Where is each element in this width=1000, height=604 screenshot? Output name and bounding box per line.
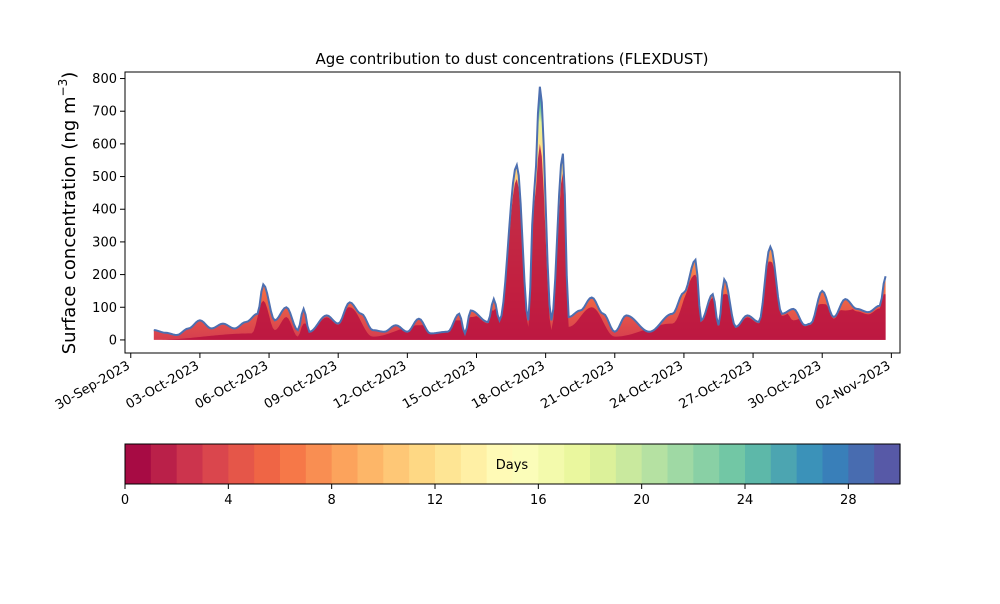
colorbar-bin (383, 444, 410, 484)
colorbar-tick-label: 4 (224, 493, 232, 508)
colorbar-bin (796, 444, 824, 484)
colorbar-bin (305, 444, 333, 484)
x-tick-label: 15-Oct-2023 (400, 358, 478, 412)
colorbar-tick-label: 8 (328, 493, 336, 508)
colorbar-bin (615, 444, 643, 484)
colorbar-bin (280, 444, 307, 484)
colorbar-tick-label: 24 (737, 493, 754, 508)
colorbar-bin (770, 444, 798, 484)
colorbar-tick-label: 12 (427, 493, 444, 508)
colorbar-bin (254, 444, 281, 484)
y-tick-label: 300 (92, 235, 117, 250)
colorbar-bin (331, 444, 359, 484)
colorbar-bin (486, 444, 514, 484)
chart-title: Age contribution to dust concentrations … (316, 50, 709, 68)
colorbar-bin (409, 444, 436, 484)
y-axis: 0 100 200 300 400 500 600 700 800 (92, 72, 125, 348)
colorbar-label: Days (496, 458, 529, 473)
x-tick-label: 30-Sep-2023 (53, 358, 133, 413)
colorbar-frame (124, 443, 901, 485)
y-tick-label: 0 (109, 333, 117, 348)
colorbar-tick-label: 16 (530, 493, 547, 508)
colorbar-bin (150, 444, 178, 484)
series-total-line (153, 86, 887, 337)
colorbar-bin (357, 444, 384, 484)
colorbar-bin (538, 444, 565, 484)
y-axis-label-close: ) (59, 72, 80, 79)
y-tick-label: 500 (92, 170, 117, 185)
x-tick-label: 21-Oct-2023 (538, 358, 616, 412)
colorbar-bin (590, 444, 617, 484)
colorbar-bin (228, 444, 255, 484)
x-tick-label: 24-Oct-2023 (608, 358, 686, 412)
y-tick-label: 700 (92, 105, 117, 120)
x-tick-label: 03-Oct-2023 (124, 358, 202, 412)
y-axis-label-sup: −3 (56, 79, 70, 97)
x-tick-label: 30-Oct-2023 (746, 358, 824, 412)
x-tick-label: 09-Oct-2023 (262, 358, 340, 412)
colorbar-bin (641, 444, 669, 484)
y-tick-label: 600 (92, 137, 117, 152)
x-tick-label: 06-Oct-2023 (193, 358, 271, 412)
colorbar-bin (693, 444, 720, 484)
colorbar (125, 444, 901, 484)
y-axis-label-main: Surface concentration (ng m (59, 96, 80, 354)
x-tick-label: 18-Oct-2023 (469, 358, 547, 412)
colorbar-bin (822, 444, 849, 484)
y-tick-label: 100 (92, 301, 117, 316)
x-tick-label: 12-Oct-2023 (331, 358, 409, 412)
colorbar-bin (512, 444, 539, 484)
y-axis-label: Surface concentration (ng m−3) (56, 72, 80, 355)
colorbar-bin (176, 444, 204, 484)
x-tick-label: 02-Nov-2023 (813, 358, 893, 413)
colorbar-bin (719, 444, 746, 484)
colorbar-bin (874, 444, 901, 484)
colorbar-bin (202, 444, 229, 484)
y-tick-label: 200 (92, 268, 117, 283)
colorbar-ticks: 0 4 8 12 16 20 24 28 (121, 484, 857, 508)
series-young-area (153, 143, 886, 340)
y-tick-label: 800 (92, 72, 117, 87)
colorbar-tick-label: 0 (121, 493, 129, 508)
colorbar-bin (125, 444, 152, 484)
colorbar-tick-label: 28 (840, 493, 857, 508)
plot-frame (124, 71, 901, 354)
colorbar-bin (745, 444, 772, 484)
x-tick-label: 27-Oct-2023 (677, 358, 755, 412)
colorbar-bin (460, 444, 488, 484)
plot-area (153, 86, 887, 340)
colorbar-bin (667, 444, 694, 484)
colorbar-bin (435, 444, 462, 484)
colorbar-bin (564, 444, 591, 484)
x-axis: 30-Sep-202303-Oct-202306-Oct-202309-Oct-… (53, 353, 893, 413)
colorbar-tick-label: 20 (633, 493, 650, 508)
y-tick-label: 400 (92, 203, 117, 218)
colorbar-bin (848, 444, 875, 484)
